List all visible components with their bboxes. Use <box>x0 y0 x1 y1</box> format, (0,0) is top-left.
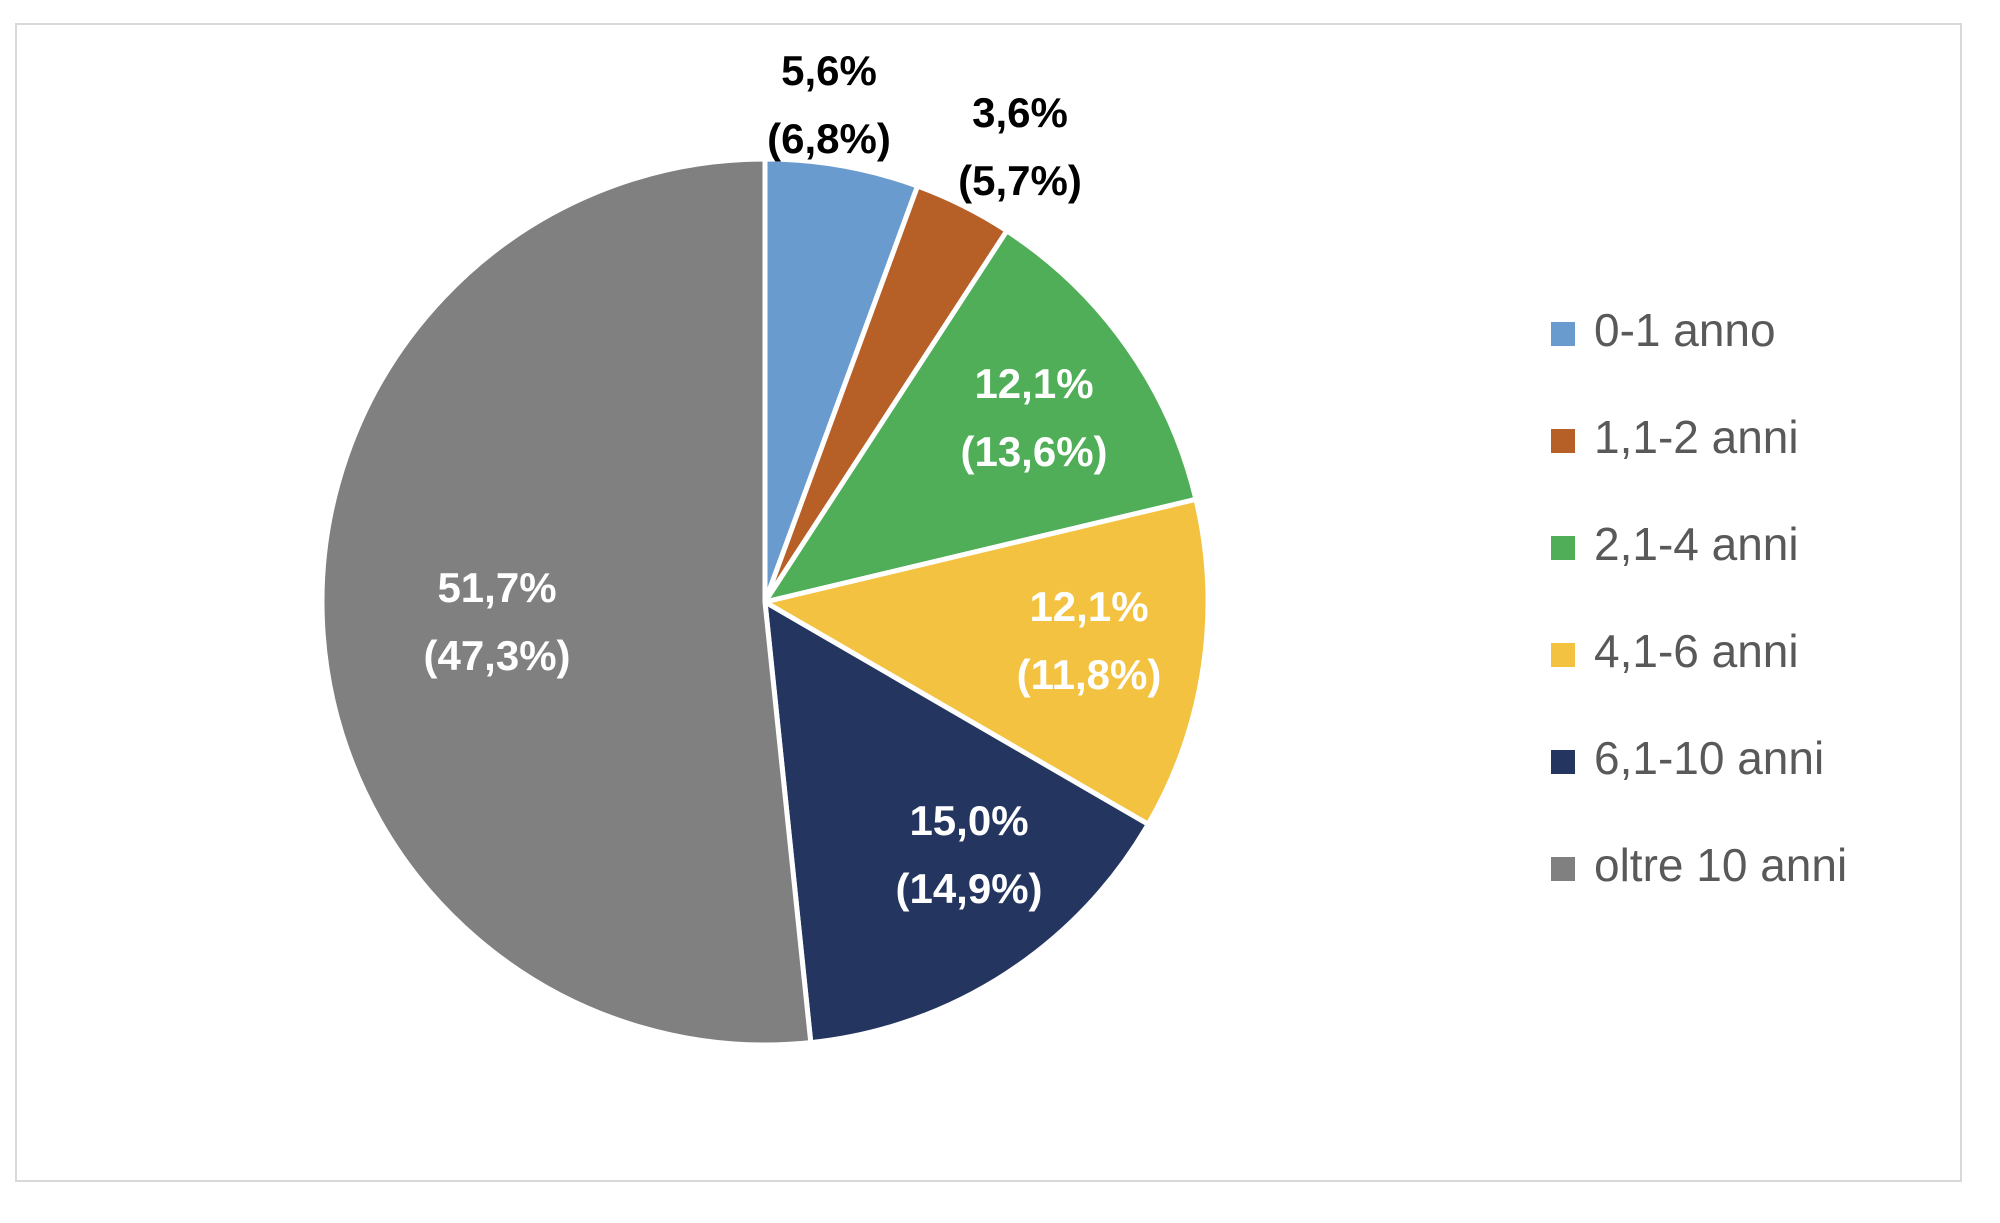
pie-slice-2 <box>759 227 1199 606</box>
pie-slice-3 <box>758 496 1211 828</box>
data-label-3-main: 12,1% <box>1029 583 1148 630</box>
data-label-0-main: 5,6% <box>781 47 877 94</box>
pie-slice-4 <box>762 597 1152 1046</box>
data-label-3-secondary: (11,8%) <box>1017 651 1162 698</box>
legend: 0-1 anno 1,1-2 anni 2,1-4 anni 4,1-6 anni 6,… <box>1551 304 1847 891</box>
data-labels: 5,6% (6,8%) 3,6% (5,7%) 12,1% (13,6%) 12,1% (11… <box>423 47 1161 912</box>
legend-label-2: 2,1-4 anni <box>1594 518 1799 570</box>
data-label-1-secondary: (5,7%) <box>958 157 1082 204</box>
pie-slice-5 <box>319 156 814 1048</box>
legend-label-5: oltre 10 anni <box>1594 839 1847 891</box>
data-label-4-secondary: (14,9%) <box>895 865 1042 912</box>
legend-swatch-4 <box>1551 750 1575 774</box>
data-label-5-main: 51,7% <box>437 564 556 611</box>
data-label-4-main: 15,0% <box>909 797 1028 844</box>
legend-label-1: 1,1-2 anni <box>1594 411 1799 463</box>
data-label-5-secondary: (47,3%) <box>423 632 570 679</box>
legend-label-0: 0-1 anno <box>1594 304 1776 356</box>
legend-swatch-0 <box>1551 322 1575 346</box>
data-label-1-main: 3,6% <box>972 89 1068 136</box>
legend-swatch-3 <box>1551 643 1575 667</box>
data-label-2-main: 12,1% <box>974 360 1093 407</box>
legend-swatch-5 <box>1551 857 1575 881</box>
chart-frame <box>15 23 1962 1182</box>
legend-label-4: 6,1-10 anni <box>1594 732 1824 784</box>
legend-swatch-2 <box>1551 536 1575 560</box>
pie-slices <box>319 156 1211 1048</box>
legend-label-3: 4,1-6 anni <box>1594 625 1799 677</box>
legend-swatch-1 <box>1551 429 1575 453</box>
data-label-2-secondary: (13,6%) <box>960 428 1107 475</box>
data-label-0-secondary: (6,8%) <box>767 115 891 162</box>
